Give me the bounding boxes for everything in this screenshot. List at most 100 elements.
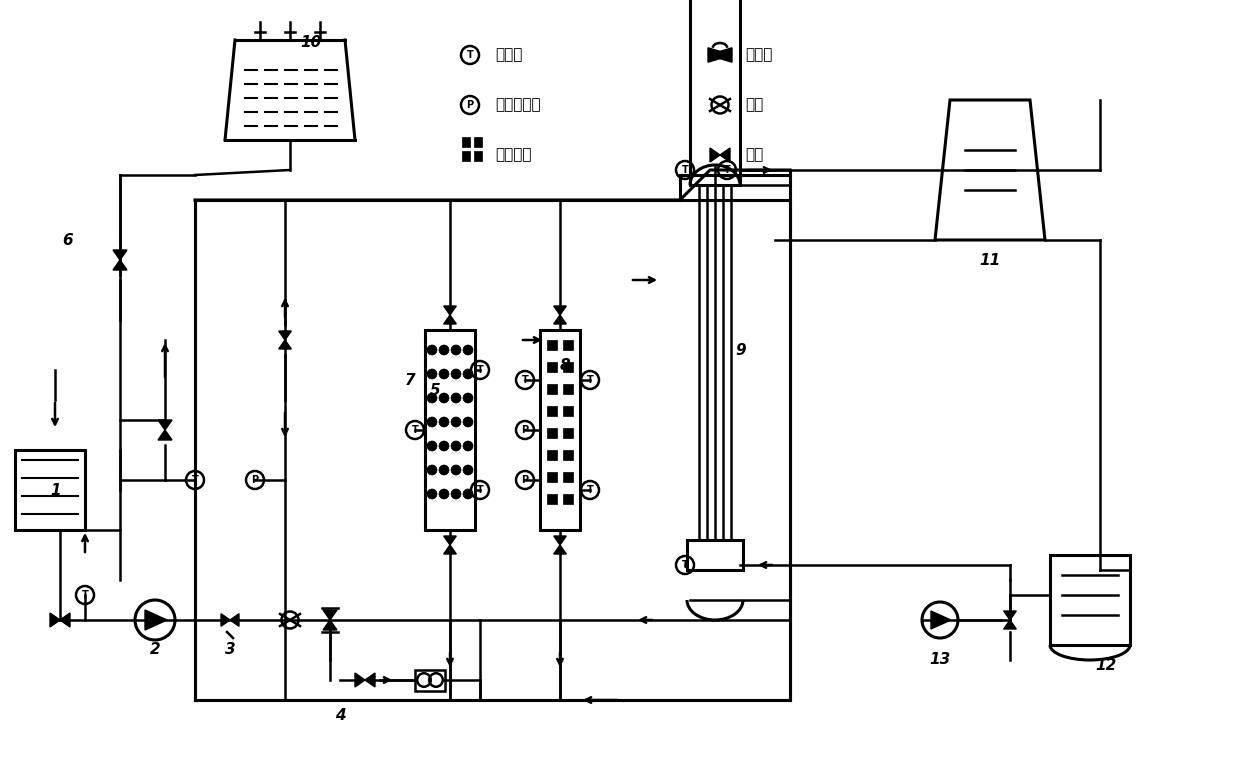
Text: T: T xyxy=(192,475,198,485)
Bar xyxy=(563,406,573,416)
Text: 12: 12 xyxy=(1095,658,1116,673)
Polygon shape xyxy=(221,614,229,626)
Text: T: T xyxy=(82,590,88,600)
Circle shape xyxy=(463,465,472,475)
Polygon shape xyxy=(1003,620,1017,629)
Circle shape xyxy=(439,393,449,403)
Polygon shape xyxy=(365,673,374,687)
Polygon shape xyxy=(708,48,732,62)
Text: P: P xyxy=(252,475,259,485)
Circle shape xyxy=(451,489,461,499)
Bar xyxy=(1050,555,1130,645)
Circle shape xyxy=(427,465,436,475)
Text: 电磁线圈: 电磁线圈 xyxy=(495,148,532,162)
Polygon shape xyxy=(1003,611,1017,620)
Circle shape xyxy=(439,465,449,475)
Polygon shape xyxy=(113,250,126,260)
Bar xyxy=(547,362,557,372)
Bar xyxy=(563,428,573,438)
Polygon shape xyxy=(711,148,720,162)
Bar xyxy=(463,151,470,161)
Circle shape xyxy=(463,441,472,451)
Circle shape xyxy=(439,489,449,499)
Circle shape xyxy=(427,393,436,403)
Text: 球鄀: 球鄀 xyxy=(745,97,764,113)
Text: 5: 5 xyxy=(430,383,440,397)
Circle shape xyxy=(439,441,449,451)
Circle shape xyxy=(427,441,436,451)
Circle shape xyxy=(463,489,472,499)
Bar xyxy=(474,151,482,161)
Text: T: T xyxy=(476,485,484,495)
Circle shape xyxy=(463,345,472,355)
Text: 1: 1 xyxy=(50,482,61,498)
Polygon shape xyxy=(444,306,456,315)
Text: 2: 2 xyxy=(150,642,160,658)
Bar xyxy=(563,340,573,350)
Bar xyxy=(415,669,445,690)
Text: 调节鄀: 调节鄀 xyxy=(745,47,773,63)
Bar xyxy=(474,137,482,147)
Circle shape xyxy=(463,393,472,403)
Polygon shape xyxy=(322,610,337,620)
Bar xyxy=(547,450,557,460)
Bar xyxy=(563,450,573,460)
Polygon shape xyxy=(444,545,456,554)
Circle shape xyxy=(463,369,472,379)
Polygon shape xyxy=(113,260,126,270)
Bar xyxy=(563,494,573,504)
Circle shape xyxy=(439,369,449,379)
Text: P: P xyxy=(466,100,474,110)
Bar xyxy=(563,384,573,394)
Text: 13: 13 xyxy=(929,652,951,668)
Text: T: T xyxy=(476,365,484,375)
Bar xyxy=(563,362,573,372)
Polygon shape xyxy=(279,340,291,349)
Text: T: T xyxy=(682,165,688,175)
Circle shape xyxy=(463,417,472,427)
Bar xyxy=(425,330,475,530)
Circle shape xyxy=(451,441,461,451)
Polygon shape xyxy=(145,610,167,630)
Text: 4: 4 xyxy=(335,707,346,723)
Text: T: T xyxy=(682,560,688,570)
Circle shape xyxy=(427,489,436,499)
Polygon shape xyxy=(720,148,730,162)
Text: 热电偶: 热电偶 xyxy=(495,47,522,63)
Text: T: T xyxy=(587,375,594,385)
Circle shape xyxy=(439,417,449,427)
Bar xyxy=(547,428,557,438)
Text: 8: 8 xyxy=(560,357,570,373)
Polygon shape xyxy=(157,430,172,440)
Bar xyxy=(547,384,557,394)
Bar xyxy=(547,472,557,482)
Circle shape xyxy=(451,417,461,427)
Polygon shape xyxy=(554,536,567,545)
Polygon shape xyxy=(355,673,365,687)
Circle shape xyxy=(427,345,436,355)
Text: 10: 10 xyxy=(300,35,321,49)
Bar xyxy=(15,450,86,530)
Text: 3: 3 xyxy=(224,642,236,658)
Circle shape xyxy=(427,369,436,379)
Polygon shape xyxy=(50,613,60,627)
Text: T: T xyxy=(522,375,528,385)
Polygon shape xyxy=(708,48,732,62)
Polygon shape xyxy=(60,613,69,627)
Circle shape xyxy=(451,465,461,475)
Polygon shape xyxy=(554,545,567,554)
Polygon shape xyxy=(157,420,172,430)
Polygon shape xyxy=(554,306,567,315)
Circle shape xyxy=(451,369,461,379)
Polygon shape xyxy=(931,611,951,629)
Polygon shape xyxy=(444,536,456,545)
Circle shape xyxy=(427,417,436,427)
Text: 压力传感器: 压力传感器 xyxy=(495,97,541,113)
Text: P: P xyxy=(522,425,528,435)
Text: 9: 9 xyxy=(735,342,745,357)
Text: 7: 7 xyxy=(404,373,415,387)
Circle shape xyxy=(439,345,449,355)
Text: T: T xyxy=(466,50,474,60)
Bar xyxy=(539,330,580,530)
Bar xyxy=(547,406,557,416)
